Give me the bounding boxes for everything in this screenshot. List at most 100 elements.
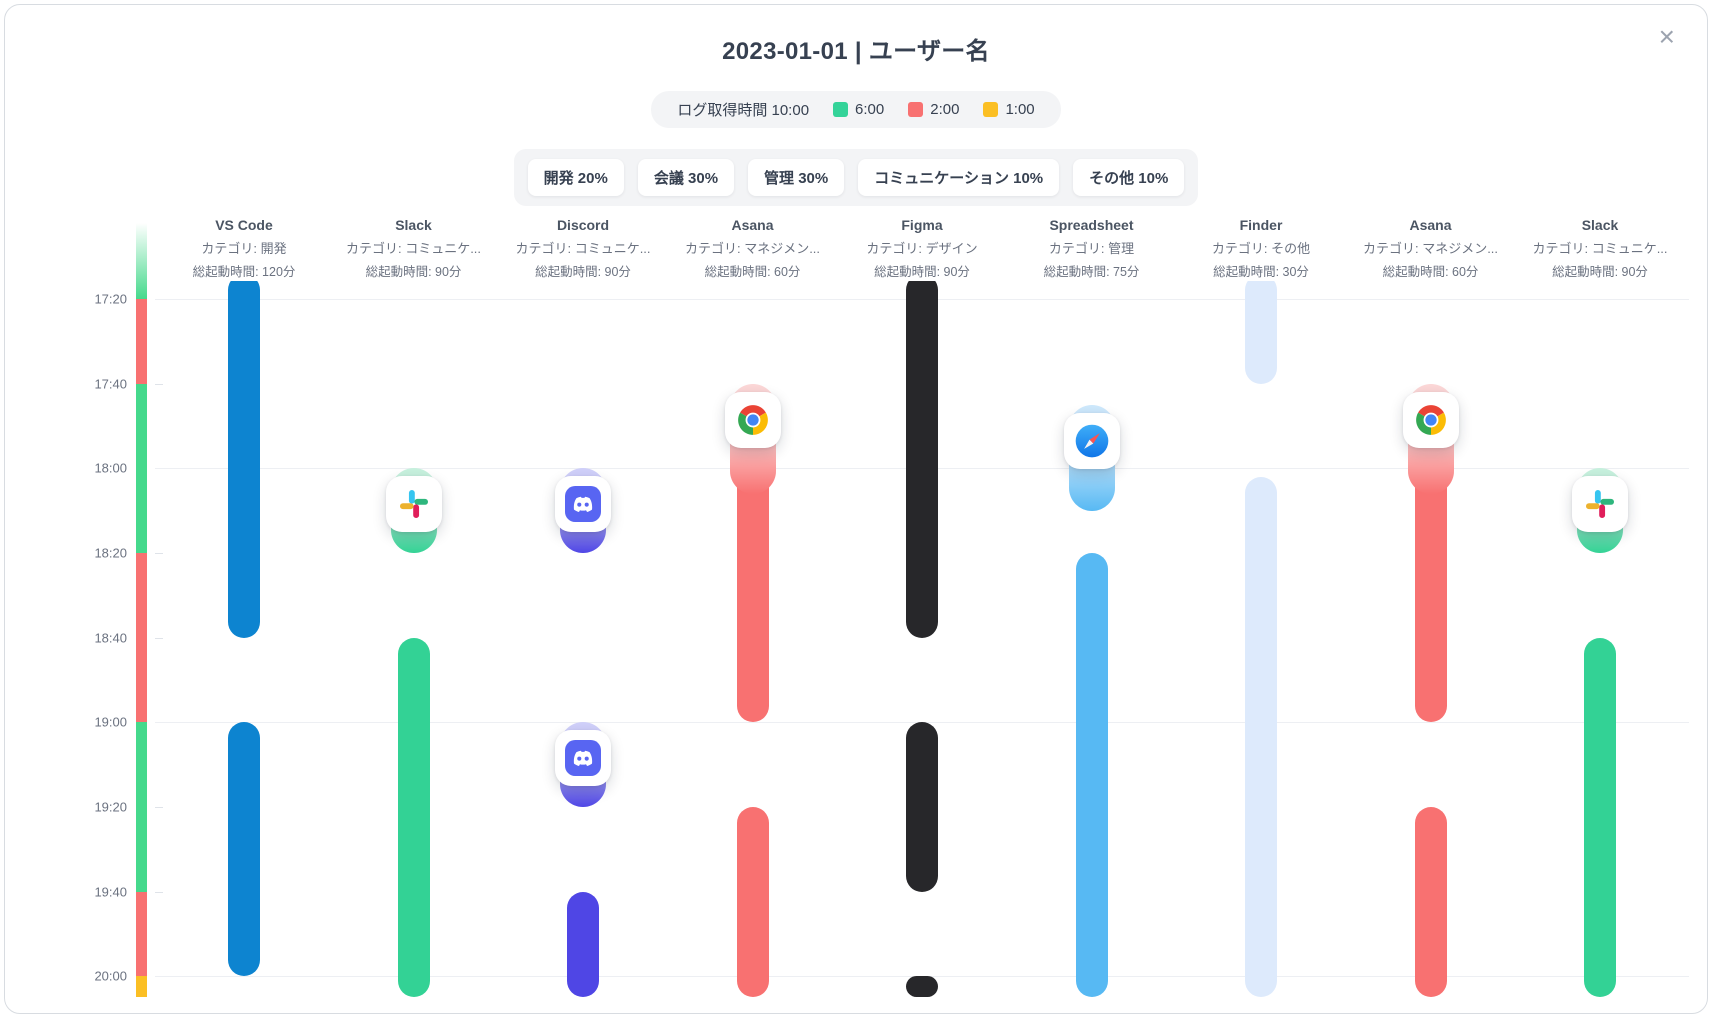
app-marker-card	[1063, 412, 1120, 469]
strip-segment	[136, 722, 147, 892]
app-column-header: Asana カテゴリ: マネジメン... 総起動時間: 60分	[1346, 217, 1516, 280]
app-total-time: 総起動時間: 75分	[1043, 265, 1140, 279]
activity-bar	[906, 976, 938, 998]
app-name: Spreadsheet	[1049, 217, 1134, 233]
app-total-time: 総起動時間: 90分	[535, 265, 631, 279]
activity-bar	[1414, 806, 1447, 998]
app-category: カテゴリ: マネジメン...	[684, 241, 821, 256]
legend-swatch	[833, 102, 849, 117]
app-name: Slack	[395, 217, 432, 233]
app-marker-card	[1402, 391, 1459, 448]
grid-minor-tick	[155, 806, 163, 808]
grid-minor-tick	[155, 383, 163, 385]
app-column-header: VS Code カテゴリ: 開発 総起動時間: 120分	[159, 217, 329, 280]
app-total-time: 総起動時間: 90分	[1552, 265, 1648, 279]
strip-segment	[136, 976, 147, 998]
app-total-time: 総起動時間: 60分	[704, 265, 801, 279]
app-category: カテゴリ: 開発	[201, 241, 287, 256]
chrome-icon	[737, 404, 768, 435]
app-name: Asana	[1409, 217, 1452, 233]
app-marker-card	[555, 730, 611, 787]
usage-report-dialog: 2023-01-01 | ユーザー名 × ログ取得時間 10:00 6:00 2:…	[4, 4, 1708, 1014]
app-column-header: Figma カテゴリ: デザイン 総起動時間: 90分	[837, 217, 1007, 280]
app-name: Figma	[901, 217, 943, 233]
category-badges-row: 開発 20% 会議 30% 管理 30% コミュニケーション 10% その他 10%	[5, 149, 1707, 206]
activity-bar	[1075, 552, 1108, 998]
strip-segment	[136, 552, 147, 723]
category-badge: その他 10%	[1073, 159, 1185, 196]
category-badge: 開発 20%	[527, 159, 624, 196]
time-axis-label: 18:40	[94, 630, 127, 646]
close-icon: ×	[1658, 21, 1675, 52]
legend-item: 6:00	[833, 101, 884, 118]
app-column-header: Asana カテゴリ: マネジメン... 総起動時間: 60分	[668, 217, 838, 280]
time-axis-label: 18:20	[94, 545, 127, 561]
app-category: カテゴリ: その他	[1211, 241, 1311, 256]
dialog-title: 2023-01-01 | ユーザー名	[722, 38, 990, 65]
strip-segment	[136, 222, 147, 299]
activity-bar	[397, 637, 430, 998]
time-axis-label: 19:00	[94, 714, 127, 730]
slack-icon	[1586, 490, 1614, 519]
activity-bar	[1245, 476, 1277, 998]
app-total-time: 総起動時間: 60分	[1382, 265, 1479, 279]
time-axis-label: 17:40	[94, 376, 127, 392]
category-badge: 会議 30%	[637, 159, 735, 196]
legend-duration: 6:00	[855, 101, 885, 118]
activity-bar	[906, 722, 938, 892]
discord-icon	[565, 740, 601, 777]
category-badge: 管理 30%	[748, 159, 845, 196]
grid-minor-tick	[155, 552, 163, 554]
app-category: カテゴリ: 管理	[1048, 241, 1135, 256]
app-name: Discord	[556, 217, 610, 233]
activity-bar	[228, 722, 260, 977]
time-axis-label: 18:00	[94, 460, 127, 476]
activity-bar	[736, 806, 769, 998]
discord-icon	[565, 486, 601, 523]
app-category: カテゴリ: デザイン	[866, 241, 978, 256]
activity-bar	[1584, 637, 1616, 998]
app-marker-card	[385, 476, 442, 533]
app-category: カテゴリ: コミュニケ...	[515, 241, 651, 256]
legend-item: 1:00	[983, 101, 1035, 118]
strip-segment	[136, 891, 147, 977]
time-axis-label: 19:40	[94, 884, 127, 900]
strip-segment	[136, 383, 147, 553]
app-name: Slack	[1581, 217, 1619, 233]
plot-area	[5, 281, 1707, 999]
legend-swatch	[908, 102, 924, 117]
app-name: VS Code	[215, 217, 273, 233]
time-axis-label: 20:00	[94, 968, 127, 984]
close-button[interactable]: ×	[1659, 23, 1675, 51]
app-total-time: 総起動時間: 30分	[1213, 265, 1309, 279]
activity-bar	[228, 281, 260, 638]
grid-minor-tick	[155, 891, 163, 893]
app-column-header: Slack カテゴリ: コミュニケ... 総起動時間: 90分	[329, 217, 499, 280]
app-column-header: Discord カテゴリ: コミュニケ... 総起動時間: 90分	[498, 217, 668, 280]
legend-items: 6:00 2:00 1:00	[833, 101, 1035, 118]
app-marker-card	[1572, 476, 1628, 533]
chrome-icon	[1415, 404, 1446, 435]
app-total-time: 総起動時間: 120分	[192, 265, 296, 279]
strip-segment	[136, 299, 147, 384]
app-category: カテゴリ: コミュニケ...	[1532, 241, 1668, 256]
timeline-chart: 17:20 17:40 18:00 18:20 18:40 19:00 19:20 19:40…	[5, 5, 1707, 1013]
legend-duration: 2:00	[930, 101, 960, 118]
app-column-header: Slack カテゴリ: コミュニケ... 総起動時間: 90分	[1515, 217, 1685, 280]
app-name: Finder	[1239, 217, 1283, 233]
app-category: カテゴリ: マネジメン...	[1362, 241, 1499, 256]
activity-bar	[567, 891, 599, 998]
category-badge: コミュニケーション 10%	[858, 159, 1060, 196]
slack-icon	[399, 490, 428, 519]
app-name: Asana	[731, 217, 774, 233]
app-category: カテゴリ: コミュニケ...	[345, 241, 482, 256]
time-axis-label: 19:20	[94, 799, 127, 815]
app-marker-card	[555, 476, 611, 533]
legend-duration: 1:00	[1005, 101, 1035, 118]
app-total-time: 総起動時間: 90分	[874, 265, 970, 279]
activity-bar	[906, 281, 938, 638]
app-marker-card	[724, 391, 781, 448]
legend-row: ログ取得時間 10:00 6:00 2:00 1:00	[5, 91, 1707, 128]
time-axis-label: 17:20	[94, 291, 127, 307]
